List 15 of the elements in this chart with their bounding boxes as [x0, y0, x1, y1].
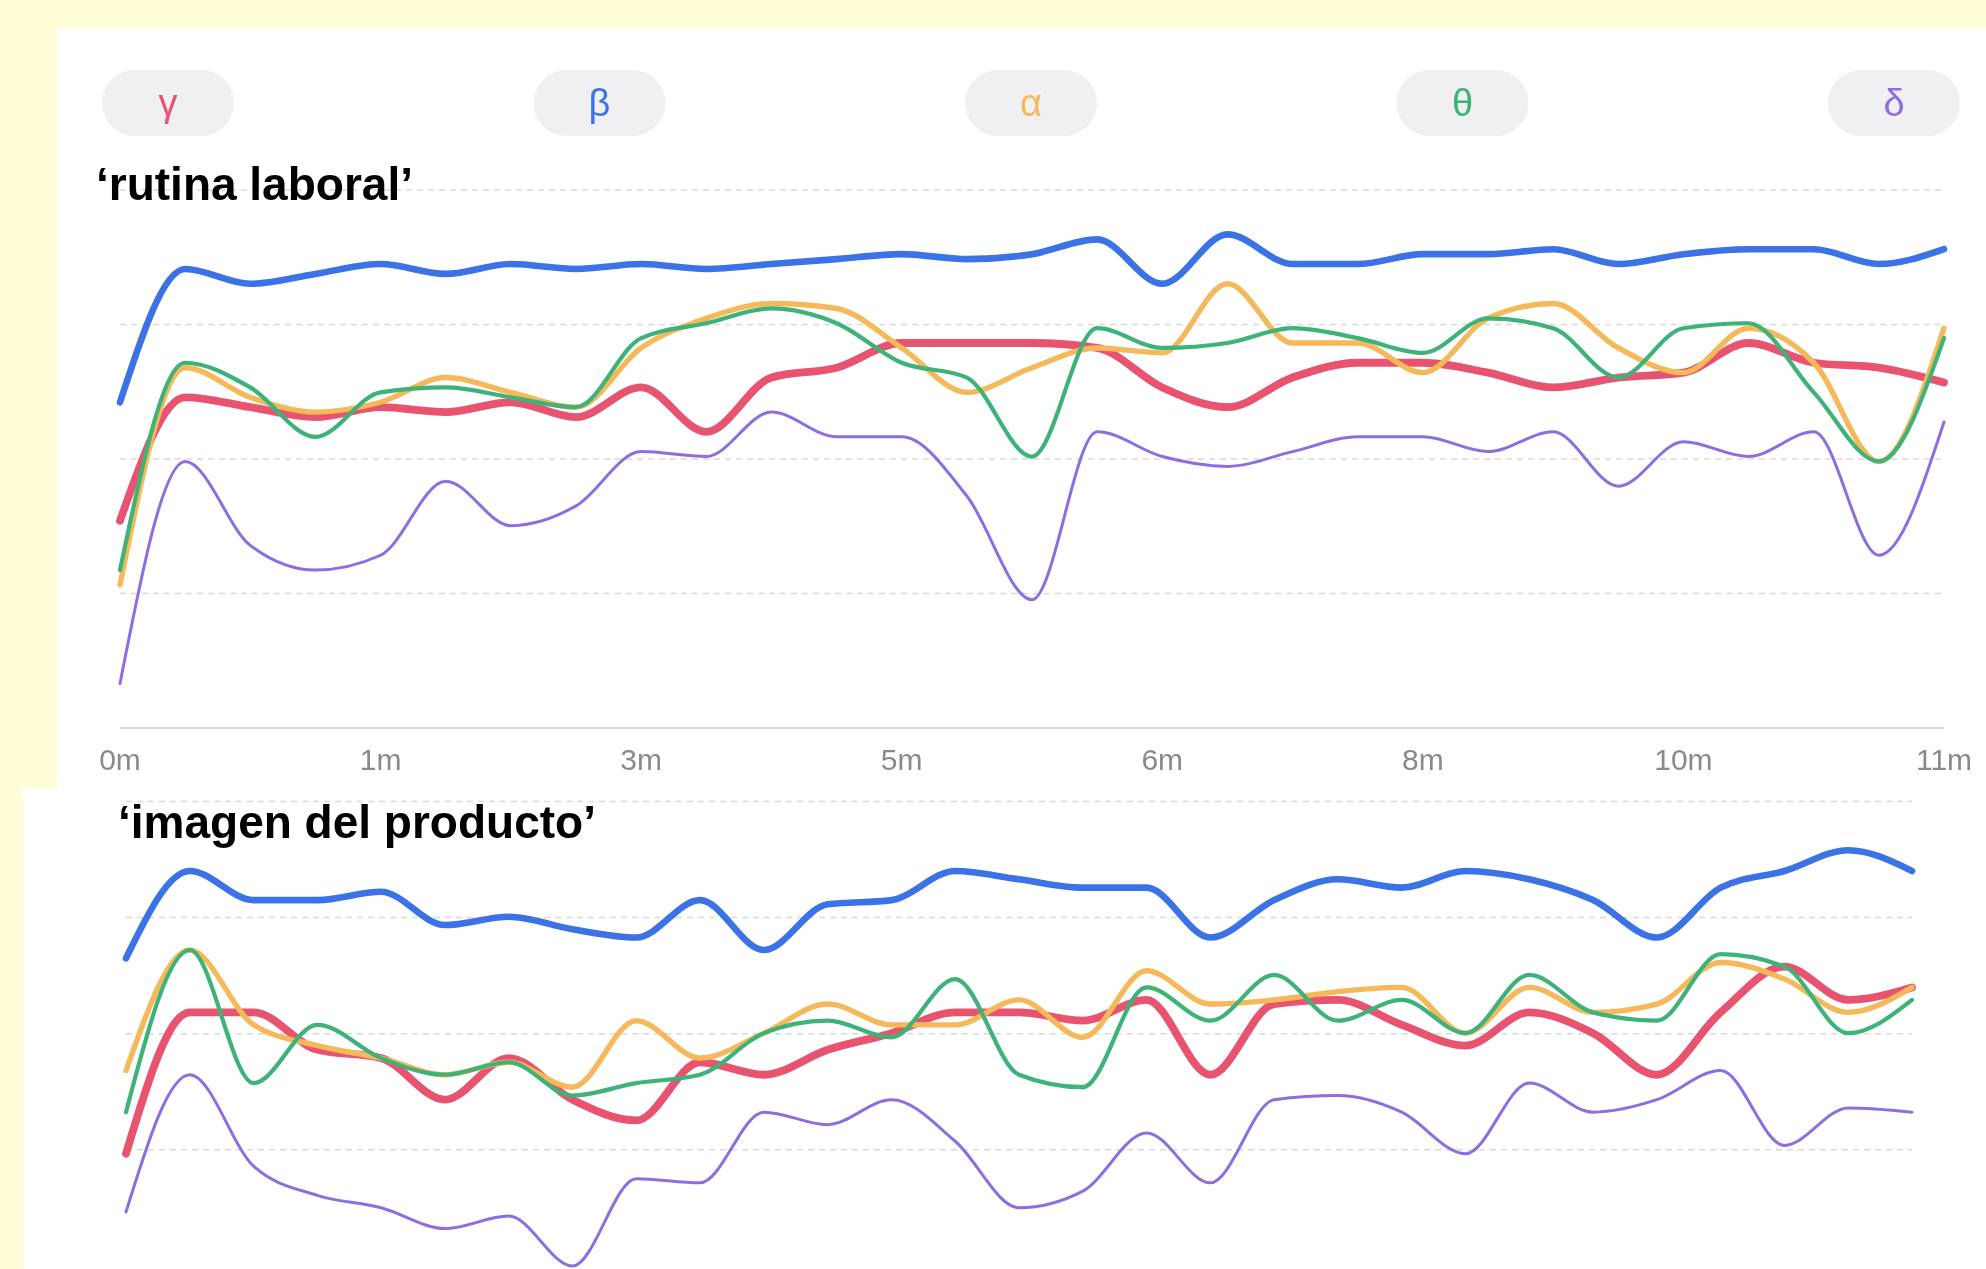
- x-tick-label: 0m: [99, 743, 141, 776]
- x-tick-label: 11m: [1915, 743, 1973, 776]
- chart-title: ‘rutina laboral’: [96, 158, 413, 210]
- text: γ: [158, 82, 178, 124]
- chart-title: ‘imagen del producto’: [118, 796, 596, 848]
- text: β: [588, 82, 611, 124]
- x-tick-label: 1m: [359, 743, 402, 776]
- x-tick-label: 5m: [880, 743, 923, 776]
- text: α: [1020, 82, 1042, 124]
- x-tick-label: 3m: [620, 743, 662, 776]
- text: δ: [1883, 82, 1905, 124]
- x-tick-label: 8m: [1402, 743, 1444, 776]
- x-tick-label: 6m: [1141, 743, 1184, 776]
- text: θ: [1451, 82, 1474, 124]
- x-tick-label: 10m: [1654, 743, 1713, 776]
